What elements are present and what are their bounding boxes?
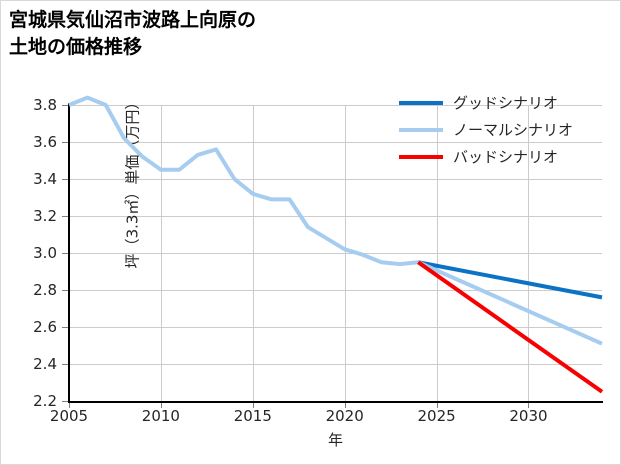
page-title: 宮城県気仙沼市波路上向原の 土地の価格推移: [9, 9, 257, 58]
x-axis-tick-mark: [528, 403, 530, 408]
y-axis-tick-mark: [62, 364, 68, 365]
legend-item-normal[interactable]: ノーマルシナリオ: [399, 116, 614, 143]
y-axis-tick-mark: [62, 290, 68, 291]
y-axis-line: [68, 103, 70, 403]
y-axis-tick-mark: [62, 253, 68, 254]
legend-item-label: ノーマルシナリオ: [453, 121, 574, 139]
x-axis-title: 年: [327, 431, 343, 449]
y-axis-tick-label: 2.6: [33, 318, 57, 336]
x-axis-tick-mark: [344, 403, 346, 408]
chart-legend: グッドシナリオ ノーマルシナリオ バッドシナリオ: [399, 89, 614, 170]
y-axis-tick-mark: [62, 216, 68, 217]
gridline-horizontal: [69, 216, 602, 217]
gridline-vertical: [344, 105, 346, 401]
gridline-vertical: [160, 105, 162, 401]
gridline-horizontal: [69, 327, 602, 328]
y-axis-tick-mark: [62, 401, 68, 402]
x-axis-tick-mark: [69, 403, 70, 408]
x-axis-tick-label: 2030: [509, 407, 548, 425]
y-axis-tick-label: 3.2: [33, 207, 57, 225]
x-axis-tick-label: 2020: [325, 407, 364, 425]
x-axis-tick-label: 2010: [141, 407, 180, 425]
x-axis-tick-label: 2005: [49, 407, 89, 425]
gridline-vertical: [528, 105, 530, 401]
x-axis-tick-label: 2015: [233, 407, 272, 425]
legend-swatch-icon: [399, 100, 443, 105]
x-axis-tick-mark: [160, 403, 162, 408]
y-axis-tick-label: 2.2: [33, 392, 57, 410]
y-axis-tick-mark: [62, 179, 68, 180]
legend-item-label: バッドシナリオ: [453, 148, 559, 166]
gridline-horizontal: [69, 253, 602, 254]
x-axis-line: [68, 401, 603, 403]
legend-item-label: グッドシナリオ: [453, 94, 559, 112]
y-axis-tick-mark: [62, 327, 68, 328]
y-axis-tick-mark: [62, 142, 68, 143]
gridline-horizontal: [69, 179, 602, 180]
y-axis-tick-label: 3.0: [33, 244, 57, 262]
x-axis-tick-mark: [252, 403, 254, 408]
gridline-vertical: [436, 105, 438, 401]
y-axis-title: 坪（3.3㎡）単価（万円）: [123, 94, 142, 269]
y-axis-tick-mark: [62, 105, 68, 106]
gridline-horizontal: [69, 290, 602, 291]
y-axis-tick-label: 3.4: [33, 170, 57, 188]
legend-swatch-icon: [399, 127, 443, 132]
y-axis-tick-label: 3.6: [33, 133, 57, 151]
x-axis-tick-label: 2025: [417, 407, 456, 425]
y-axis-tick-label: 2.8: [33, 281, 57, 299]
legend-item-bad[interactable]: バッドシナリオ: [399, 143, 614, 170]
y-axis-tick-label: 2.4: [33, 355, 57, 373]
y-axis-tick-label: 3.8: [33, 96, 57, 114]
y-axis-title-wrapper: 坪（3.3㎡）単価（万円）: [1, 95, 142, 401]
gridline-vertical: [252, 105, 254, 401]
legend-item-good[interactable]: グッドシナリオ: [399, 89, 614, 116]
legend-swatch-icon: [399, 154, 443, 159]
x-axis-tick-mark: [436, 403, 438, 408]
gridline-horizontal: [69, 364, 602, 365]
